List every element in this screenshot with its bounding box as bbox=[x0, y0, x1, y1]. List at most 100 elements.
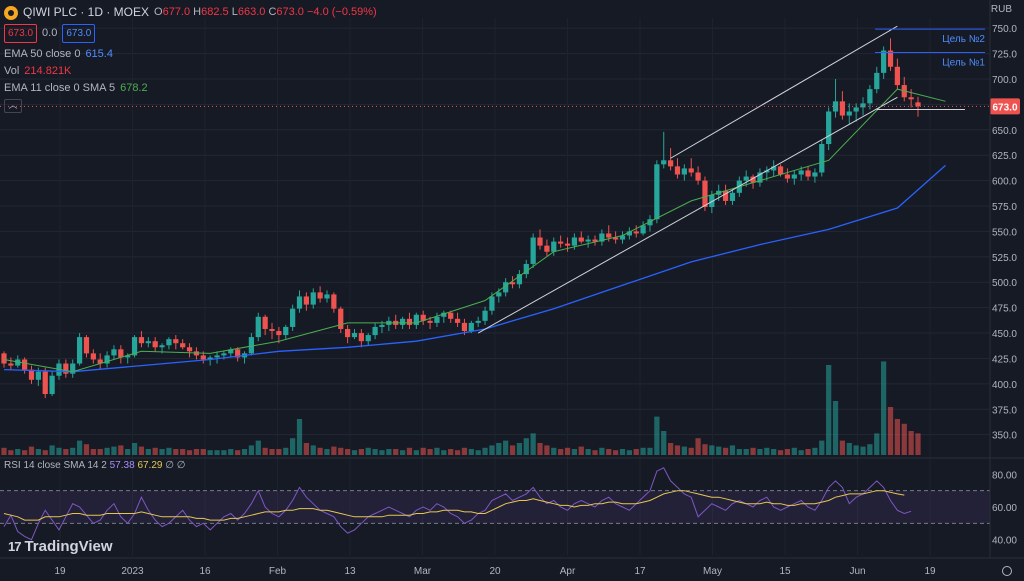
candle-body bbox=[674, 166, 681, 175]
volume-bar bbox=[262, 447, 268, 455]
currency-label[interactable]: RUB bbox=[990, 4, 1012, 15]
candle-body bbox=[90, 353, 96, 360]
candle-body bbox=[764, 170, 770, 173]
candle-body bbox=[344, 328, 351, 338]
volume-bar bbox=[468, 449, 474, 455]
candle-body bbox=[22, 359, 28, 370]
candle-body bbox=[372, 326, 378, 336]
ema50-value: 615.4 bbox=[85, 48, 113, 60]
volume-bar bbox=[558, 449, 564, 455]
candle-body bbox=[592, 239, 598, 242]
symbol-logo-icon bbox=[4, 5, 18, 20]
volume-bar bbox=[585, 449, 591, 455]
candle-body bbox=[626, 231, 632, 236]
candle-body bbox=[454, 318, 461, 323]
candle-body bbox=[654, 164, 660, 220]
volume-bar bbox=[633, 449, 639, 455]
volume-bar bbox=[276, 449, 282, 455]
price-tick-label: 425.0 bbox=[992, 354, 1017, 365]
price-axis[interactable]: 350.0 375.0 400.0 425.0 450.0 475.0 500.0 525.0… bbox=[990, 24, 1020, 442]
candlestick-series bbox=[1, 38, 921, 399]
candle-body bbox=[214, 355, 220, 358]
candle-body bbox=[894, 66, 900, 86]
time-tick-label: Jun bbox=[849, 566, 865, 577]
candle-body bbox=[310, 292, 316, 305]
volume-bar bbox=[654, 416, 660, 455]
rsi-pane[interactable]: 40.00 60.00 80.00 bbox=[0, 457, 1024, 547]
volume-bar bbox=[35, 449, 41, 455]
rsi-ma-line bbox=[3, 490, 905, 521]
volume-value: 214.821K bbox=[24, 65, 72, 77]
symbol-title[interactable]: QIWI PLC · 1D · MOEX bbox=[23, 5, 150, 19]
ema11-label[interactable]: EMA 11 close 0 SMA 5 bbox=[4, 82, 116, 94]
ema50-label[interactable]: EMA 50 close 0 bbox=[4, 48, 81, 60]
volume-bar bbox=[159, 449, 165, 455]
time-tick-label: 13 bbox=[344, 566, 356, 577]
timezone-clock-icon[interactable] bbox=[1002, 566, 1012, 576]
candle-body bbox=[750, 176, 756, 183]
time-tick-label: Mar bbox=[414, 566, 432, 577]
volume-bar bbox=[331, 446, 337, 455]
candle-body bbox=[516, 274, 523, 285]
volume-bar bbox=[8, 450, 14, 455]
volume-bar bbox=[695, 438, 701, 455]
time-tick-label: 16 bbox=[199, 566, 211, 577]
volume-bar bbox=[303, 443, 309, 455]
volume-bar bbox=[667, 443, 674, 455]
candle-body bbox=[702, 180, 708, 208]
volume-bar bbox=[860, 446, 866, 455]
volume-bar bbox=[42, 450, 48, 455]
candle-body bbox=[180, 343, 186, 348]
candle-body bbox=[186, 347, 193, 352]
candle-body bbox=[709, 194, 715, 208]
volume-bar bbox=[647, 447, 653, 455]
candle-body bbox=[269, 328, 275, 332]
price-tick-label: 475.0 bbox=[992, 304, 1017, 315]
volume-bar bbox=[475, 450, 481, 455]
candle-body bbox=[509, 282, 516, 285]
volume-bar bbox=[798, 450, 804, 455]
rsi-ma-value: 67.29 bbox=[137, 460, 163, 471]
volume-bar bbox=[296, 419, 303, 455]
volume-bar bbox=[379, 450, 385, 455]
collapse-legend-icon[interactable]: ︿ bbox=[4, 99, 22, 113]
tradingview-logo[interactable]: 17 TradingView bbox=[8, 538, 113, 555]
trendline-drawings[interactable]: Цель №2 Цель №1 bbox=[0, 25, 990, 334]
candle-body bbox=[496, 292, 502, 297]
candle-body bbox=[70, 363, 76, 374]
volume-bar bbox=[63, 449, 69, 455]
buy-price-box[interactable]: 673.0 bbox=[62, 24, 96, 43]
volume-label[interactable]: Vol bbox=[4, 65, 20, 77]
volume-bar bbox=[592, 450, 598, 455]
candle-body bbox=[200, 355, 206, 360]
volume-bar bbox=[777, 450, 784, 455]
price-tick-label: 525.0 bbox=[992, 253, 1017, 264]
candle-body bbox=[173, 339, 179, 344]
candle-body bbox=[248, 337, 255, 354]
candle-body bbox=[729, 192, 736, 201]
volume-bar bbox=[901, 423, 907, 455]
volume-bar bbox=[152, 447, 158, 455]
candle-body bbox=[1, 353, 7, 364]
rsi-label[interactable]: RSI 14 close SMA 14 2 bbox=[4, 460, 107, 471]
candle-body bbox=[544, 245, 550, 252]
candle-body bbox=[826, 111, 832, 145]
volume-bar bbox=[544, 445, 550, 455]
price-tick-label: 500.0 bbox=[992, 278, 1017, 289]
chart-legend: QIWI PLC · 1D · MOEX O677.0 H682.5 L663.… bbox=[4, 4, 377, 113]
candle-body bbox=[111, 349, 117, 356]
candle-body bbox=[97, 359, 103, 364]
volume-bar bbox=[688, 447, 694, 455]
volume-bar bbox=[56, 447, 62, 455]
candle-body bbox=[647, 219, 653, 226]
volume-bar bbox=[104, 447, 110, 455]
sell-price-box[interactable]: 673.0 bbox=[4, 24, 38, 43]
volume-bar bbox=[571, 449, 578, 455]
price-tick-label: 725.0 bbox=[992, 50, 1017, 61]
volume-bar bbox=[750, 447, 756, 455]
rsi-tick-label: 80.00 bbox=[992, 470, 1017, 481]
ema11-value: 678.2 bbox=[120, 82, 148, 94]
volume-bar bbox=[338, 447, 344, 455]
